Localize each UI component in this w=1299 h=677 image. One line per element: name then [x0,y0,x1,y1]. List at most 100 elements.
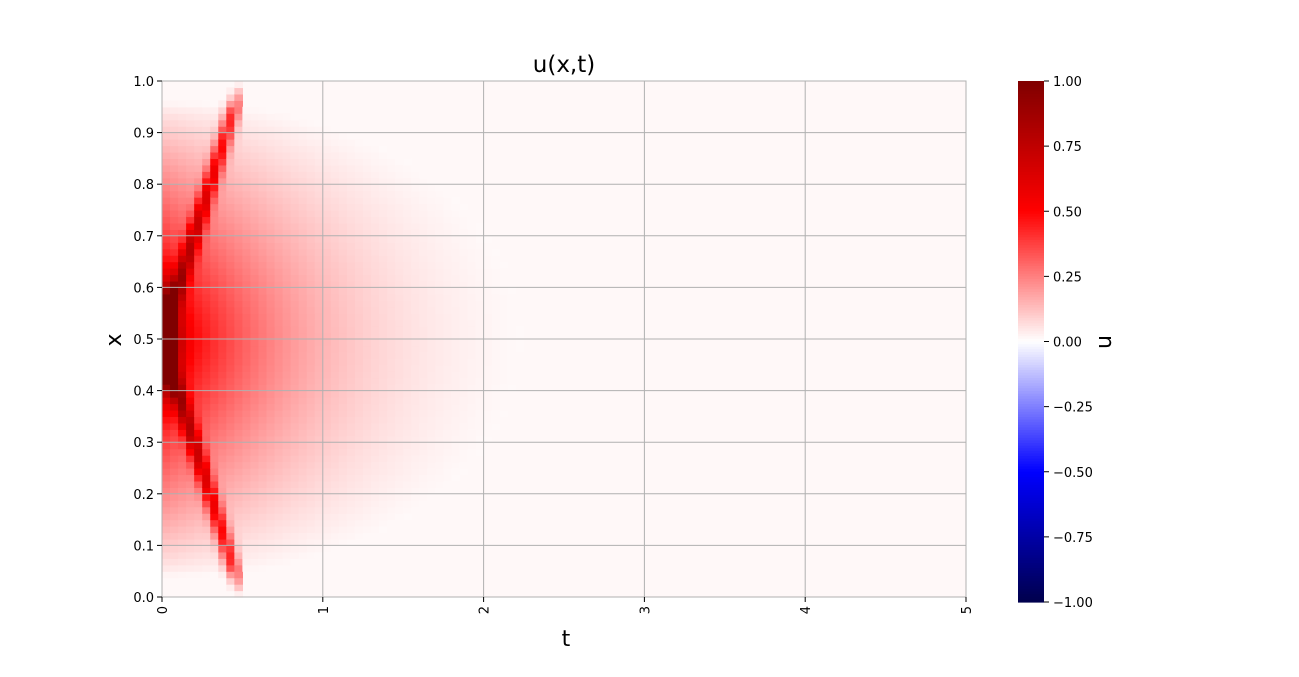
heatmap-cell [387,435,396,443]
heatmap-cell [250,526,260,534]
heatmap-cell [170,409,179,417]
colorbar: −1.00−0.75−0.50−0.250.000.250.500.751.00 [1018,75,1093,611]
heatmap-cell [322,480,332,488]
heatmap-cell [411,480,420,488]
heatmap-cell [266,326,276,334]
heatmap-cell [274,293,284,301]
heatmap-cell [451,358,461,366]
heatmap-cell [306,461,316,469]
heatmap-cell [371,455,380,463]
heatmap-cell [395,216,404,224]
heatmap-cell [354,274,364,282]
heatmap-cell [411,493,420,501]
heatmap-cell [306,306,316,314]
heatmap-cell [266,164,276,172]
heatmap-cell [338,390,348,398]
heatmap-cell [290,326,300,334]
heatmap-cell [475,268,485,276]
heatmap-cell [338,306,348,314]
heatmap-cell [186,293,195,301]
colorbar-segment [1018,398,1044,403]
heatmap-cell [371,513,380,521]
heatmap-cell [258,326,268,334]
heatmap-cell [274,455,284,463]
heatmap-cell [266,416,276,424]
heatmap-cell [234,332,243,340]
heatmap-cell [290,126,300,134]
heatmap-cell [250,409,260,417]
heatmap-cell [411,184,420,192]
heatmap-cell [483,235,493,243]
colorbar-segment [1018,391,1044,395]
heatmap-cell [234,468,243,476]
heatmap-cell [443,326,453,334]
heatmap-cell [379,171,388,179]
heatmap-cell [202,371,211,379]
colorbar-segment [1018,539,1044,543]
heatmap-cell [459,242,469,250]
heatmap-cell [226,222,235,230]
heatmap-cell [419,422,428,430]
heatmap-cell [330,190,340,198]
heatmap-cell [194,151,203,159]
heatmap-cell [274,409,284,417]
heatmap-cell [162,442,171,450]
heatmap-cell [322,261,332,269]
heatmap-cell [170,261,179,269]
heatmap-cell [379,364,388,372]
colorbar-segment [1018,182,1044,186]
heatmap-cell [274,216,284,224]
heatmap-cell [467,261,477,269]
heatmap-cell [162,493,171,501]
heatmap-cell [290,210,300,218]
heatmap-cell [226,184,235,192]
heatmap-cell [162,506,171,514]
heatmap-cell [282,326,292,334]
heatmap-cell [266,435,276,443]
heatmap-cell [242,480,252,488]
colorbar-segment [1018,565,1044,569]
colorbar-segment [1018,466,1044,470]
heatmap-cell [379,203,388,211]
heatmap-cell [491,313,501,321]
heatmap-cell [298,210,308,218]
heatmap-cell [162,474,171,482]
colorbar-segment [1018,578,1044,582]
heatmap-cell [435,351,444,359]
x-tick-label: 1 [317,606,332,614]
colorbar-segment [1018,542,1044,546]
heatmap-cell [483,268,493,276]
heatmap-cell [162,480,171,488]
heatmap-cell [282,119,292,127]
heatmap-cell [194,351,203,359]
heatmap-cell [354,203,364,211]
heatmap-cell [186,229,195,237]
heatmap-cell [346,184,356,192]
heatmap-cell [346,332,356,340]
heatmap-cell [419,435,428,443]
colorbar-segment [1018,247,1044,251]
heatmap-cell [226,538,235,546]
heatmap-cell [306,229,316,237]
heatmap-cell [371,332,380,340]
heatmap-cell [290,145,300,153]
colorbar-segment [1018,555,1044,559]
heatmap-cell [371,371,380,379]
heatmap-cell [330,422,340,430]
heatmap-cell [210,268,219,276]
colorbar-segment [1018,354,1044,358]
heatmap-cell [403,364,412,372]
heatmap-cell [314,403,324,411]
heatmap-cell [354,500,364,508]
heatmap-cell [387,326,396,334]
heatmap-cell [427,416,436,424]
heatmap-cell [274,164,284,172]
heatmap-cell [186,261,195,269]
heatmap-cell [234,506,243,514]
heatmap-cell [354,390,364,398]
heatmap-cell [282,113,292,121]
heatmap-cell [467,255,477,263]
heatmap-cell [427,280,436,288]
heatmap-cell [403,480,412,488]
heatmap-cell [194,448,203,456]
